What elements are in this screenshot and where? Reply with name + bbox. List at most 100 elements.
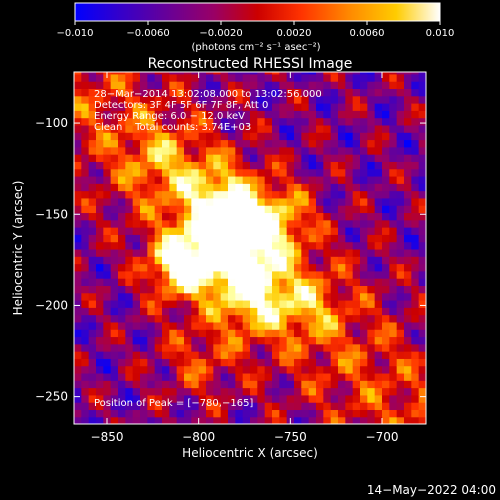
heatmap-cell [198, 219, 207, 228]
heatmap-cell [191, 321, 200, 330]
heatmap-cell [235, 139, 244, 148]
heatmap-cell [162, 321, 170, 330]
heatmap-cell [220, 81, 229, 90]
heatmap-cell [330, 183, 339, 192]
heatmap-cell [88, 161, 97, 170]
heatmap-cell [191, 197, 200, 206]
heatmap-cell [176, 227, 185, 235]
heatmap-cell [110, 365, 119, 374]
heatmap-cell [286, 103, 295, 111]
heatmap-cell [338, 132, 346, 141]
heatmap-cell [220, 73, 229, 82]
heatmap-cell [125, 81, 134, 90]
heatmap-cell [250, 402, 258, 411]
heatmap-cell [418, 256, 426, 265]
heatmap-cell [308, 270, 317, 279]
heatmap-cell [169, 72, 178, 75]
heatmap-cell [294, 124, 302, 133]
heatmap-cell [242, 161, 251, 170]
heatmap-cell [96, 168, 104, 177]
heatmap-cell [257, 88, 266, 97]
heatmap-cell [316, 146, 324, 155]
heatmap-cell [191, 95, 200, 104]
heatmap-cell [228, 95, 236, 104]
heatmap-cell [360, 73, 368, 82]
heatmap-cell [147, 256, 156, 265]
heatmap-cell [418, 95, 426, 104]
x-tick-label: −850 [91, 430, 124, 444]
heatmap-cell [169, 409, 178, 418]
heatmap-cell [272, 372, 280, 381]
heatmap-cell [404, 336, 412, 345]
heatmap-cell [96, 299, 104, 308]
heatmap-cell [206, 190, 214, 199]
heatmap-cell [220, 321, 229, 330]
heatmap-cell [330, 103, 339, 111]
heatmap-cell [396, 154, 405, 162]
heatmap-cell [374, 234, 383, 243]
heatmap-cell [213, 183, 222, 192]
heatmap-cell [286, 336, 295, 345]
heatmap-cell [118, 241, 126, 250]
heatmap-cell [396, 117, 405, 126]
heatmap-cell [125, 103, 134, 111]
heatmap-cell [169, 168, 178, 177]
heatmap-cell [411, 124, 420, 133]
heatmap-cell [110, 394, 119, 403]
heatmap-cell [88, 387, 97, 396]
heatmap-cell [184, 139, 192, 148]
heatmap-cell [110, 124, 119, 133]
heatmap-cell [264, 190, 273, 199]
heatmap-cell [235, 197, 244, 206]
heatmap-cell [242, 146, 251, 155]
heatmap-cell [88, 132, 97, 141]
heatmap-cell [382, 183, 390, 192]
heatmap-cell [110, 219, 119, 228]
heatmap-cell [132, 103, 141, 111]
heatmap-cell [257, 343, 266, 352]
heatmap-cell [88, 292, 97, 301]
heatmap-cell [338, 95, 346, 104]
heatmap-cell [74, 278, 82, 286]
heatmap-cell [147, 117, 156, 126]
heatmap-cell [404, 241, 412, 250]
heatmap-cell [286, 212, 295, 221]
heatmap-cell [257, 248, 266, 257]
heatmap-cell [352, 81, 361, 90]
heatmap-cell [389, 146, 398, 155]
heatmap-cell [132, 409, 141, 418]
heatmap-cell [81, 270, 90, 279]
heatmap-cell [294, 292, 302, 301]
colorbar-tick-label: −0.0020 [199, 28, 242, 39]
heatmap-cell [360, 314, 368, 323]
heatmap-cell [81, 263, 90, 272]
heatmap-cell [96, 146, 104, 155]
heatmap-cell [198, 402, 207, 411]
heatmap-cell [418, 380, 426, 389]
heatmap-cell [345, 110, 354, 119]
heatmap-cell [323, 278, 332, 286]
heatmap-cell [323, 205, 332, 214]
heatmap-cell [316, 81, 324, 90]
heatmap-cell [294, 81, 302, 90]
heatmap-cell [345, 81, 354, 90]
heatmap-cell [162, 394, 170, 403]
heatmap-cell [235, 72, 244, 75]
heatmap-cell [411, 394, 420, 403]
heatmap-cell [191, 175, 200, 184]
heatmap-cell [140, 248, 148, 257]
heatmap-cell [418, 336, 426, 345]
heatmap-cell [323, 329, 332, 338]
heatmap-cell [272, 72, 280, 75]
heatmap-cell [294, 234, 302, 243]
heatmap-cell [330, 402, 339, 411]
heatmap-cell [220, 234, 229, 243]
heatmap-cell [286, 278, 295, 286]
heatmap-cell [206, 278, 214, 286]
heatmap-cell [316, 234, 324, 243]
heatmap-cell [382, 139, 390, 148]
heatmap-cell [418, 299, 426, 308]
heatmap-cell [396, 168, 405, 177]
heatmap-cell [235, 387, 244, 396]
heatmap-cell [286, 117, 295, 126]
